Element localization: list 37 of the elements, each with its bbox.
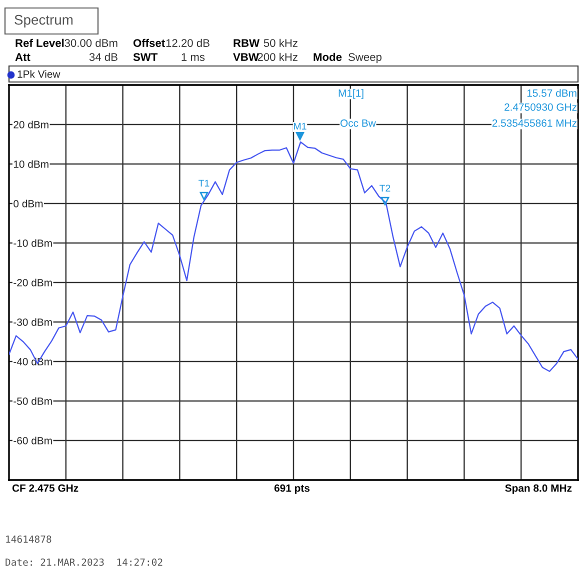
text: 14614878 [6,535,52,543]
text: SWT [133,53,158,61]
text: 30.00 dBm [64,38,118,47]
y-tick-label: -10 dBm [14,239,52,247]
annotation: M1 [294,122,306,130]
annotation: 2.4750930 GHz [504,103,576,111]
text: 50 kHz [264,38,298,47]
text: 1 ms [182,53,205,61]
text: CF 2.475 GHz [12,484,78,492]
annotation: T2 [380,184,390,192]
chart-title: Spectrum [14,14,73,28]
y-tick-label: -20 dBm [14,278,52,286]
text: Att [15,53,30,61]
annotation: 15.57 dBm [527,89,576,97]
y-tick-label: -60 dBm [14,436,52,444]
y-tick-label: 20 dBm [14,120,48,128]
text: VBW [233,53,259,61]
text: 200 kHz [258,52,298,61]
annotation: 2.535455861 MHz [492,119,576,127]
text: 1Pk View [18,70,60,78]
y-tick-label: -50 dBm [14,397,52,405]
annotation: Occ Bw [340,119,376,127]
text: Ref Level [16,38,64,47]
text: Date: 21.MAR.2023 14:27:02 [6,558,162,566]
y-tick-label: -30 dBm [14,318,52,326]
text: RBW [234,39,260,47]
annotation: T1 [198,180,210,187]
text: Sweep [348,53,382,64]
text: Span 8.0 MHz [505,484,572,494]
text: Offset [133,38,165,47]
text: Mode [314,52,342,61]
text: 12.20 dB [166,38,210,47]
y-tick-label: 0 dBm [14,200,43,208]
annotation: M1[1] [338,89,364,99]
text: 691 pts [274,484,310,494]
text: 34 dB [89,52,118,61]
y-tick-label: 10 dBm [14,160,48,168]
